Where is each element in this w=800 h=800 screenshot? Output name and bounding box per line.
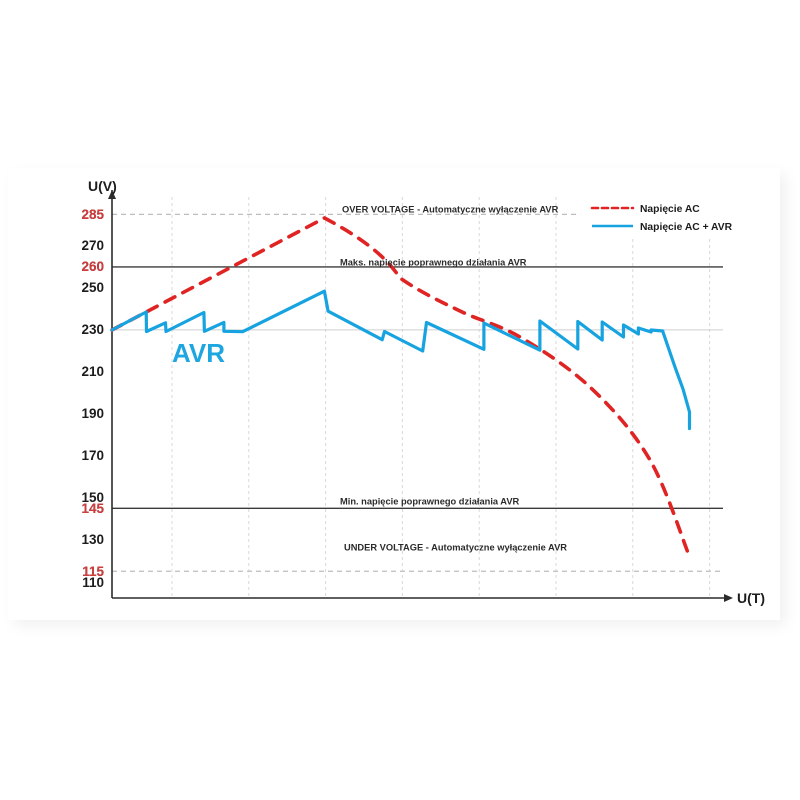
svg-text:Maks. napięcie poprawnego dzia: Maks. napięcie poprawnego działania AVR [340,258,527,268]
svg-text:270: 270 [81,238,104,253]
svg-text:285: 285 [81,207,104,222]
svg-text:AVR: AVR [172,338,225,368]
svg-text:UNDER VOLTAGE - Automatyczne w: UNDER VOLTAGE - Automatyczne wyłączenie … [344,543,567,553]
svg-text:U(T): U(T) [737,590,765,606]
svg-text:Napięcie AC + AVR: Napięcie AC + AVR [640,222,733,233]
svg-text:145: 145 [81,501,104,516]
svg-text:U(V): U(V) [88,178,117,194]
svg-text:250: 250 [81,280,104,295]
svg-text:210: 210 [81,364,104,379]
svg-text:OVER VOLTAGE - Automatyczne wy: OVER VOLTAGE - Automatyczne wyłączenie A… [342,205,559,215]
svg-text:230: 230 [81,322,104,337]
svg-text:190: 190 [81,406,104,421]
svg-text:115: 115 [82,564,104,579]
svg-text:260: 260 [81,259,104,274]
svg-text:170: 170 [81,448,104,463]
svg-text:Min. napięcie poprawnego dział: Min. napięcie poprawnego działania AVR [340,497,520,507]
svg-text:130: 130 [81,532,104,547]
svg-text:Napięcie AC: Napięcie AC [640,204,700,215]
